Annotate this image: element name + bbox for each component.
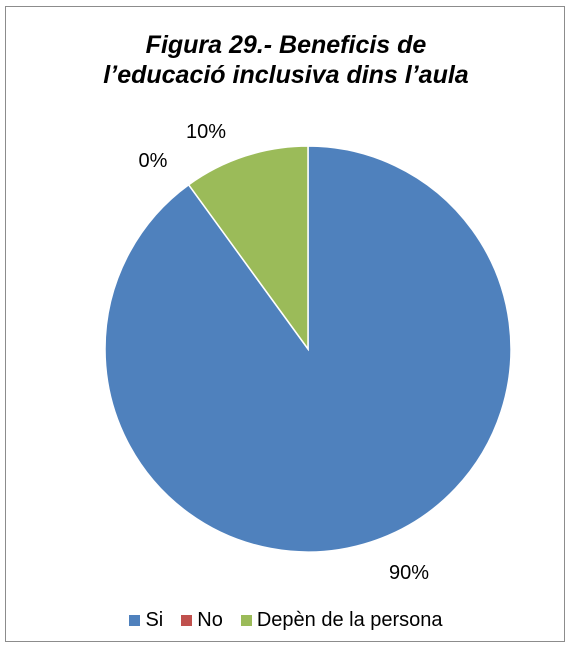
legend: Si No Depèn de la persona [0, 605, 572, 635]
legend-item-dep-n-de-la-persona: Depèn de la persona [240, 608, 443, 632]
legend-item-si: Si [129, 609, 163, 632]
chart-title-line-2: l’educació inclusiva dins l’aula [103, 61, 469, 89]
legend-swatch [129, 614, 141, 626]
legend-label: Depèn de la persona [256, 608, 443, 631]
legend-item-no: No [181, 609, 223, 632]
data-label-si: 90% [389, 562, 429, 584]
legend-swatch [181, 614, 193, 626]
legend-label: Si [145, 608, 164, 631]
chart-title-line-1: Figura 29.- Beneficis de [145, 31, 427, 59]
pie-slice-dep-n-de-la-persona [187, 145, 309, 352]
legend-swatch [240, 614, 252, 626]
data-label-no: 0% [139, 150, 168, 172]
data-label-dep-n-de-la-persona: 10% [186, 121, 226, 143]
legend-label: No [197, 608, 223, 631]
